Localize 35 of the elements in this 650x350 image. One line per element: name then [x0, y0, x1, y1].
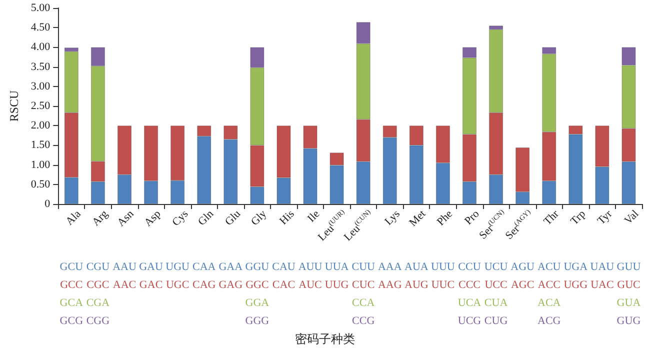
y-tick-label: 4.50: [30, 22, 51, 34]
y-axis-title: RSCU: [7, 90, 21, 122]
x-tick-label: Ile: [306, 208, 322, 225]
text: GCC CGC AAC GAC UGC CAG GAG GGC CAC AUC UUG CUC AAG AUG UUC CCC UCC AGC ACC UGG UAC GUC: [60, 279, 640, 291]
x-tick-label: Cys: [170, 208, 190, 229]
x-tick-label: His: [277, 208, 296, 228]
x-tick-label: Tyr: [596, 208, 615, 228]
text: GCU CGU AAU GAU UGU CAA GAA GGU CAU AUU UUA CUU AAA AUA UUU CCU UCU AGU ACU UGA UAU GUU: [60, 261, 641, 273]
x-tick-label: Met: [408, 208, 429, 230]
x-tick-label: Trp: [568, 208, 588, 228]
x-tick-label: Ala: [64, 208, 84, 228]
x-tick-label: Gln: [196, 208, 216, 228]
y-tick-label: 3.50: [30, 60, 51, 73]
y-tick-label: 4.00: [30, 41, 51, 54]
x-tick-label: Lys: [382, 208, 402, 228]
x-tick-label: Phe: [434, 208, 455, 228]
y-tick-label: 5.00: [30, 2, 51, 14]
x-tick-label: Pro: [462, 208, 482, 228]
y-tick-label: 2.00: [30, 120, 51, 132]
y-tick-label: 3.00: [30, 80, 51, 92]
text: GCG CGG GGG CCG UCG CUG ACG GUG: [60, 315, 641, 327]
text: GCA CGA GGA CCA UCA CUA ACA GUA: [60, 297, 641, 309]
y-tick-label: 1.50: [30, 139, 51, 152]
text: 密码子种类: [295, 332, 355, 346]
x-tick-label: Glu: [222, 208, 243, 228]
x-tick-label: Val: [622, 208, 641, 227]
y-tick-label: 0.50: [30, 178, 51, 190]
y-tick-label: 0: [44, 198, 51, 210]
x-tick-label: Gly: [249, 208, 270, 228]
x-tick-label: Thr: [542, 208, 562, 228]
x-tick-label: Asp: [142, 208, 164, 230]
y-tick-label: 1.00: [30, 158, 51, 171]
x-tick-label: Arg: [90, 208, 110, 228]
y-tick-label: 2.50: [30, 100, 51, 112]
x-tick-label: Asn: [116, 208, 137, 230]
